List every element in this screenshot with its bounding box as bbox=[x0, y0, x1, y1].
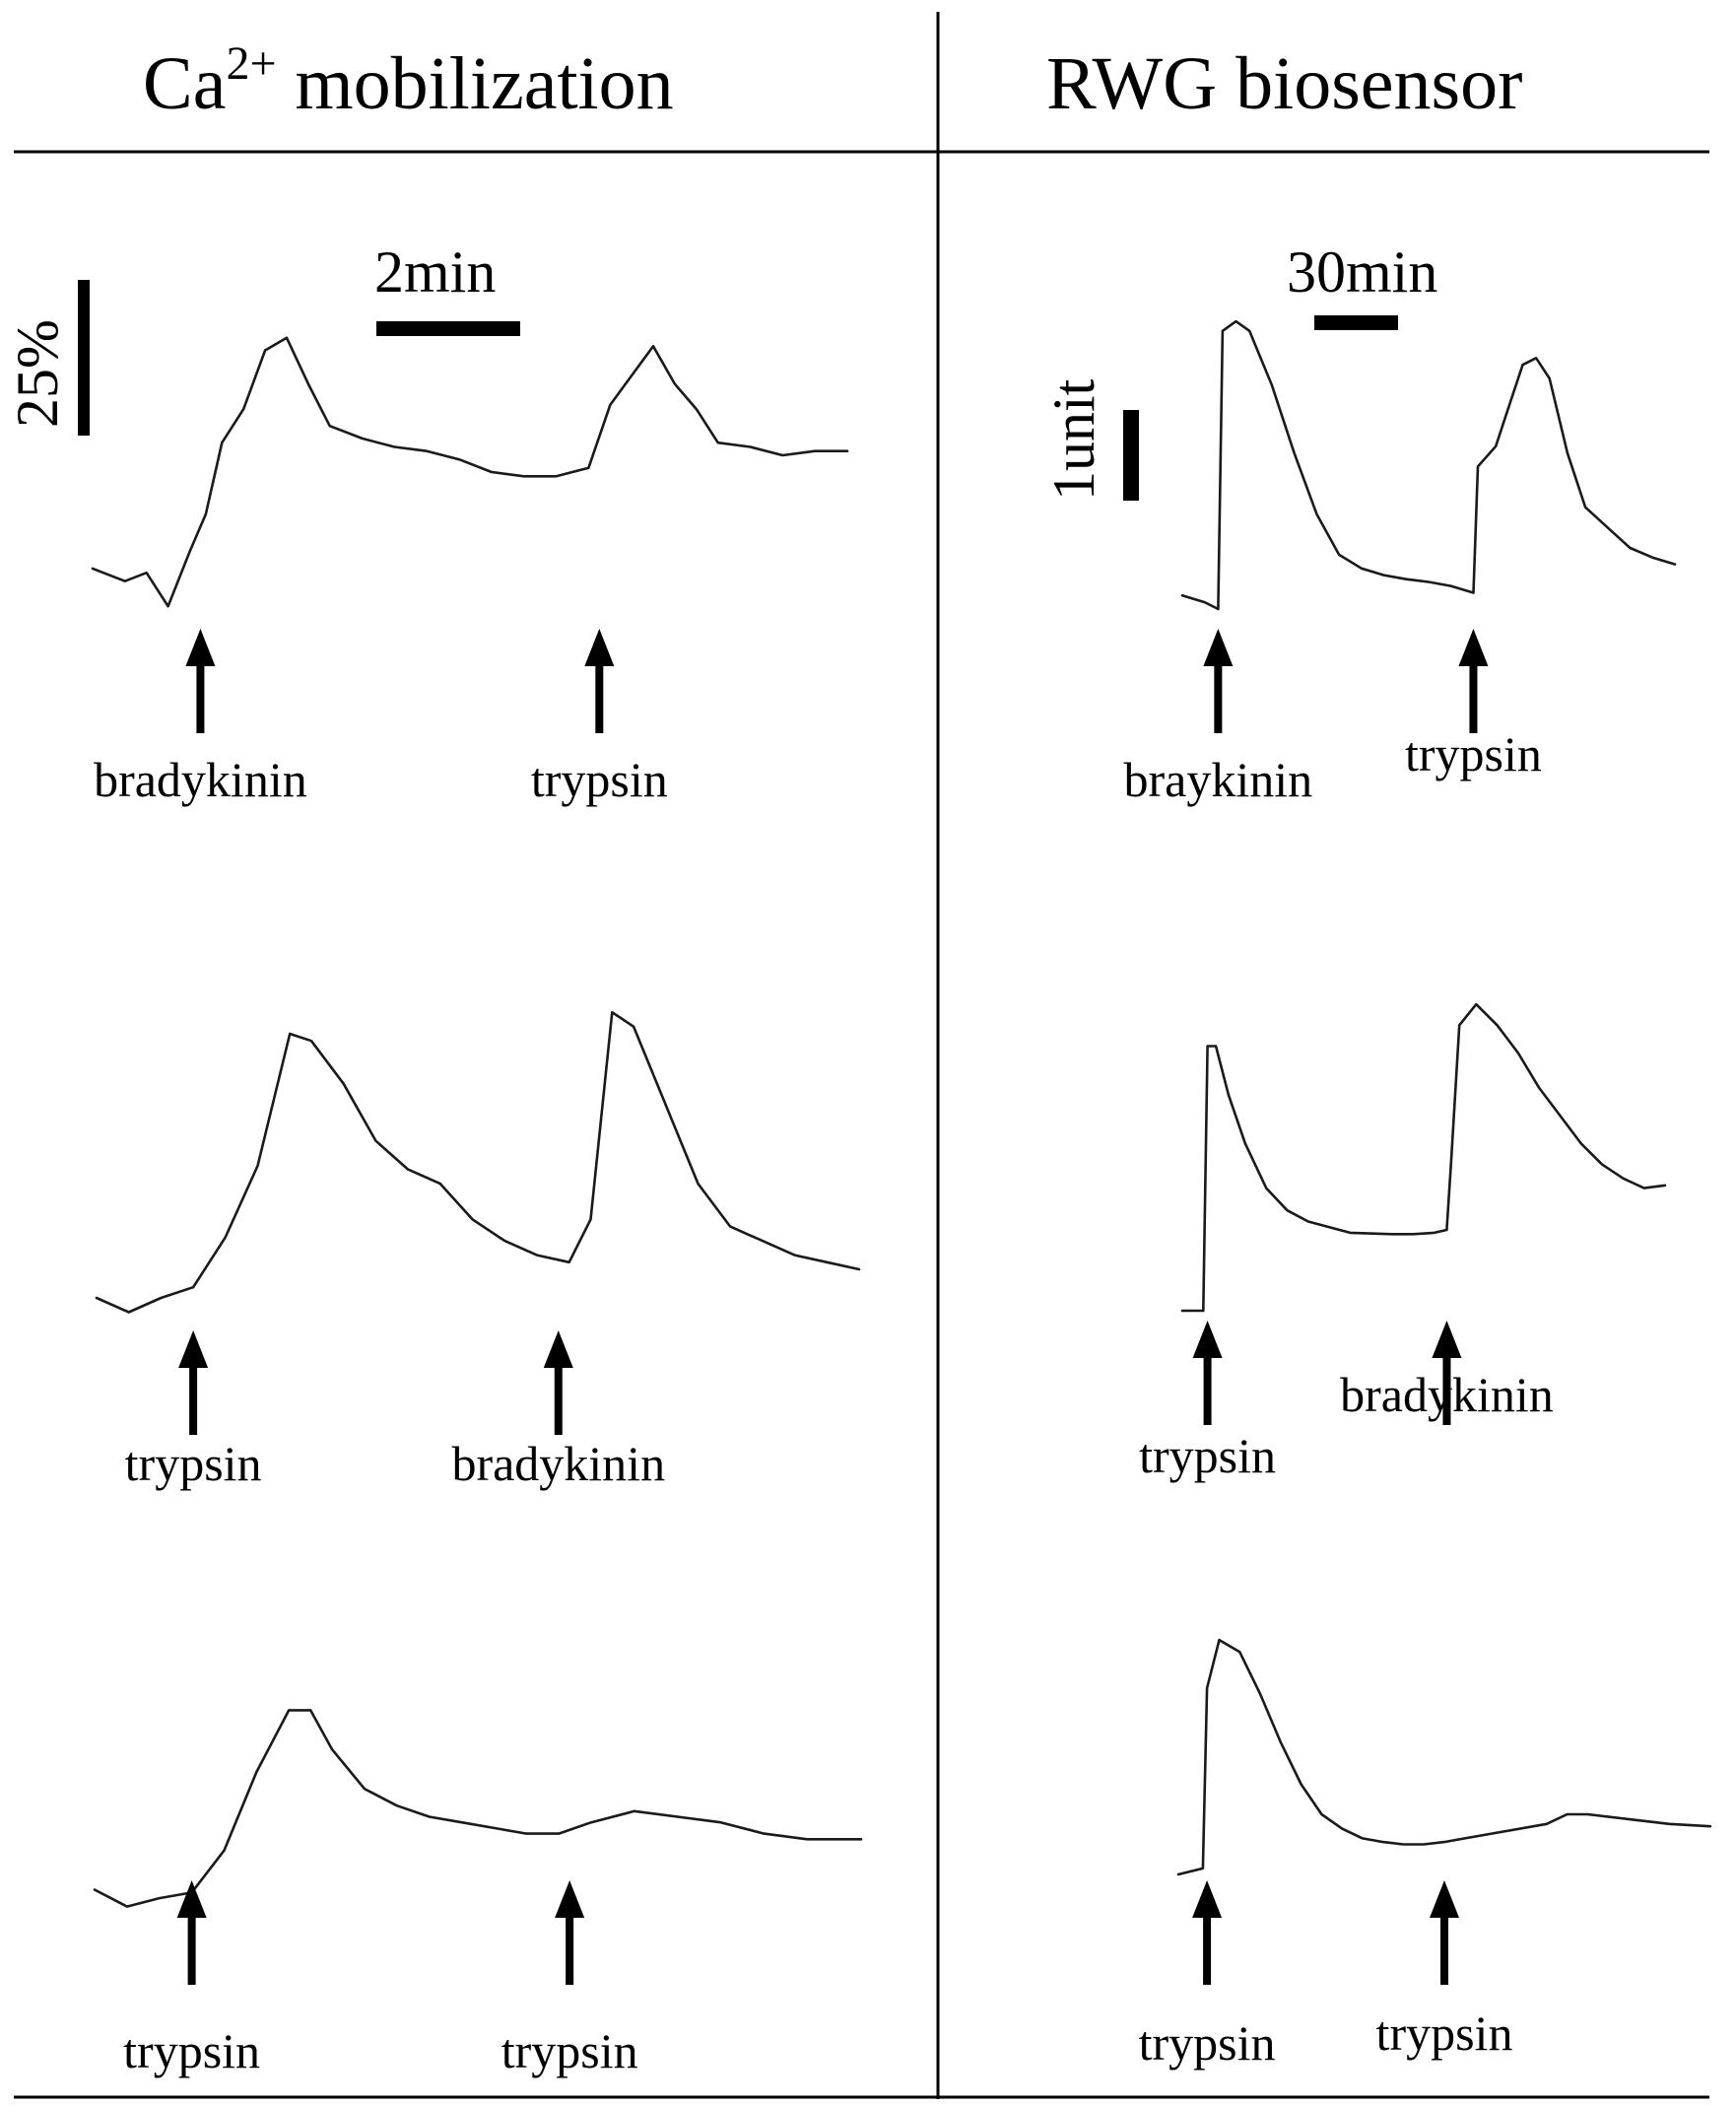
arrow-shaft bbox=[189, 1366, 198, 1435]
ca-time-scale-bar bbox=[376, 321, 520, 336]
arrow-shaft bbox=[187, 1916, 196, 1985]
stimulus-label: trypsin bbox=[501, 2023, 638, 2078]
stimulus-arrows-layer: bradykinin trypsin trypsin bradykinin trypsi… bbox=[94, 629, 1554, 2078]
trace-line-2 bbox=[95, 1010, 861, 1314]
stimulus-arrow: trypsin bbox=[1405, 629, 1542, 782]
stimulus-arrow: trypsin bbox=[1376, 1880, 1513, 2061]
arrow-head bbox=[555, 1880, 585, 1918]
arrow-shaft bbox=[196, 664, 205, 733]
stimulus-label: bradykinin bbox=[1340, 1367, 1554, 1422]
stimulus-arrow: trypsin bbox=[501, 1880, 638, 2078]
arrow-head bbox=[1192, 1321, 1223, 1358]
stimulus-label: bradykinin bbox=[94, 752, 307, 807]
trace-line-5 bbox=[1180, 1002, 1667, 1313]
arrow-shaft bbox=[1440, 1916, 1448, 1985]
arrow-head bbox=[1203, 629, 1234, 666]
stimulus-arrow: trypsin bbox=[123, 1880, 260, 2078]
arrow-head bbox=[1430, 1880, 1459, 1918]
rwg-time-scale-label: 30min bbox=[1287, 239, 1437, 305]
ca-amplitude-scale-label: 25% bbox=[5, 319, 70, 428]
stimulus-label: trypsin bbox=[125, 1436, 262, 1491]
stimulus-label: bradykinin bbox=[451, 1436, 665, 1491]
arrow-head bbox=[178, 1330, 209, 1368]
traces-layer bbox=[91, 319, 1712, 1908]
arrow-shaft bbox=[566, 1916, 574, 1985]
arrow-shaft bbox=[1442, 1356, 1451, 1425]
rwg-amplitude-scale-label: 1unit bbox=[1041, 378, 1106, 501]
arrow-shaft bbox=[1203, 1916, 1212, 1985]
stimulus-label: trypsin bbox=[1139, 2015, 1276, 2071]
rwg-amplitude-scale-bar bbox=[1123, 410, 1139, 501]
arrow-head bbox=[1458, 629, 1489, 666]
arrow-shaft bbox=[1469, 664, 1478, 733]
trace-line-1 bbox=[91, 336, 849, 608]
ca-amplitude-scale-bar bbox=[78, 280, 90, 436]
stimulus-arrow: trypsin bbox=[125, 1330, 262, 1491]
stimulus-label: trypsin bbox=[531, 752, 668, 807]
arrow-head bbox=[543, 1330, 573, 1368]
stimulus-arrow: trypsin bbox=[1139, 1880, 1276, 2071]
stimulus-arrow: bradykinin bbox=[1340, 1321, 1554, 1425]
stimulus-arrow: bradykinin bbox=[94, 629, 307, 807]
stimulus-label: trypsin bbox=[123, 2023, 260, 2078]
stimulus-arrow: braykinin bbox=[1124, 629, 1313, 807]
rwg-time-scale-bar bbox=[1314, 315, 1398, 330]
arrow-shaft bbox=[595, 664, 604, 733]
arrow-head bbox=[185, 629, 216, 666]
arrow-head bbox=[1432, 1321, 1462, 1358]
stimulus-label: trypsin bbox=[1139, 1428, 1276, 1483]
arrow-shaft bbox=[1203, 1356, 1212, 1425]
stimulus-arrow: trypsin bbox=[1139, 1321, 1276, 1483]
ca-time-scale-label: 2min bbox=[374, 239, 496, 305]
stimulus-label: trypsin bbox=[1376, 2005, 1513, 2061]
stimulus-arrow: trypsin bbox=[531, 629, 668, 807]
right-panel-title: RWG biosensor bbox=[1046, 42, 1522, 125]
stimulus-label: braykinin bbox=[1124, 752, 1313, 807]
arrow-head bbox=[1192, 1880, 1223, 1918]
arrow-shaft bbox=[554, 1366, 563, 1435]
trace-line-6 bbox=[1176, 1638, 1712, 1876]
arrow-head bbox=[176, 1880, 207, 1918]
left-panel-title: Ca2+ mobilization bbox=[143, 37, 674, 125]
trace-line-3 bbox=[93, 1709, 863, 1908]
arrow-shaft bbox=[1214, 664, 1223, 733]
stimulus-arrow: bradykinin bbox=[451, 1330, 665, 1491]
trace-line-4 bbox=[1180, 319, 1677, 611]
stimulus-label: trypsin bbox=[1405, 726, 1542, 782]
arrow-head bbox=[584, 629, 615, 666]
